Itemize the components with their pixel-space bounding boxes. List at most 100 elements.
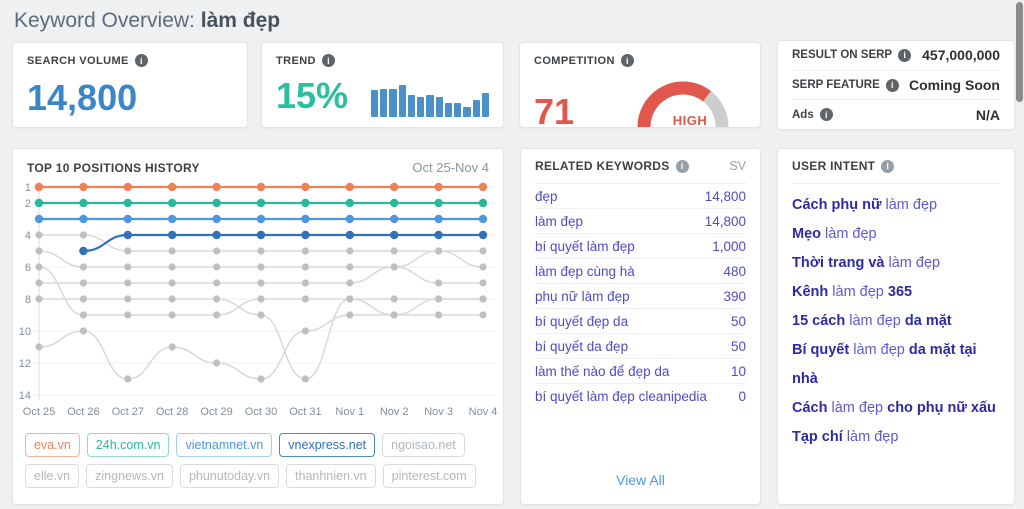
data-point[interactable]: [435, 311, 443, 319]
domain-chip[interactable]: elle.vn: [25, 464, 80, 488]
user-intent-link[interactable]: Bí quyết làm đẹp da mặt tại nhà: [792, 336, 1000, 394]
data-point[interactable]: [35, 247, 43, 255]
data-point[interactable]: [124, 295, 132, 303]
data-point[interactable]: [34, 198, 44, 208]
data-point[interactable]: [346, 279, 354, 287]
series-24h.com.vn[interactable]: [34, 198, 488, 208]
data-point[interactable]: [35, 231, 43, 239]
data-point[interactable]: [257, 295, 265, 303]
data-point[interactable]: [390, 295, 398, 303]
data-point[interactable]: [213, 263, 221, 271]
data-point[interactable]: [301, 375, 309, 383]
data-point[interactable]: [390, 311, 398, 319]
data-point[interactable]: [301, 247, 309, 255]
domain-chip[interactable]: vietnamnet.vn: [176, 433, 273, 457]
domain-chip[interactable]: vnexpress.net: [279, 433, 376, 457]
info-icon[interactable]: i: [898, 48, 912, 62]
data-point[interactable]: [434, 214, 443, 224]
data-point[interactable]: [168, 182, 177, 192]
data-point[interactable]: [479, 295, 487, 303]
data-point[interactable]: [213, 247, 221, 255]
data-point[interactable]: [35, 279, 43, 287]
data-point[interactable]: [478, 230, 488, 240]
domain-chip[interactable]: ngoisao.net: [382, 433, 465, 457]
data-point[interactable]: [34, 182, 44, 192]
info-icon[interactable]: i: [321, 54, 335, 67]
data-point[interactable]: [301, 327, 309, 335]
data-point[interactable]: [79, 327, 87, 335]
data-point[interactable]: [35, 295, 43, 303]
data-point[interactable]: [435, 295, 443, 303]
related-keyword-link[interactable]: làm thế nào để đẹp da: [535, 364, 670, 379]
data-point[interactable]: [168, 343, 176, 351]
data-point[interactable]: [123, 214, 132, 224]
series-vnexpress.net[interactable]: [79, 230, 488, 256]
data-point[interactable]: [301, 198, 310, 208]
data-point[interactable]: [79, 279, 87, 287]
data-point[interactable]: [257, 263, 265, 271]
data-point[interactable]: [168, 311, 176, 319]
data-point[interactable]: [212, 230, 221, 240]
data-point[interactable]: [123, 230, 132, 240]
series-zingnews.vn[interactable]: [35, 263, 487, 319]
domain-chip[interactable]: pinterest.com: [382, 464, 476, 488]
data-point[interactable]: [168, 230, 177, 240]
data-point[interactable]: [390, 214, 399, 224]
data-point[interactable]: [301, 214, 310, 224]
data-point[interactable]: [434, 230, 443, 240]
data-point[interactable]: [478, 182, 488, 192]
scrollbar-thumb[interactable]: [1016, 2, 1023, 102]
data-point[interactable]: [390, 198, 399, 208]
data-point[interactable]: [346, 295, 354, 303]
data-point[interactable]: [479, 247, 487, 255]
data-point[interactable]: [345, 214, 354, 224]
user-intent-link[interactable]: Cách phụ nữ làm đẹp: [792, 191, 1000, 220]
data-point[interactable]: [257, 279, 265, 287]
data-point[interactable]: [301, 182, 310, 192]
data-point[interactable]: [168, 247, 176, 255]
info-icon[interactable]: i: [675, 159, 689, 173]
data-point[interactable]: [79, 311, 87, 319]
data-point[interactable]: [168, 263, 176, 271]
data-point[interactable]: [35, 343, 43, 351]
related-keyword-link[interactable]: bí quyết da đẹp: [535, 339, 629, 354]
data-point[interactable]: [435, 279, 443, 287]
data-point[interactable]: [123, 198, 132, 208]
data-point[interactable]: [79, 295, 87, 303]
data-point[interactable]: [345, 230, 354, 240]
data-point[interactable]: [345, 198, 354, 208]
data-point[interactable]: [124, 311, 132, 319]
data-point[interactable]: [34, 214, 44, 224]
series-thanhnien.vn[interactable]: [35, 295, 487, 383]
data-point[interactable]: [390, 182, 399, 192]
related-keyword-link[interactable]: bí quyết làm đẹp cleanipedia: [535, 389, 707, 404]
data-point[interactable]: [213, 295, 221, 303]
data-point[interactable]: [168, 279, 176, 287]
data-point[interactable]: [168, 214, 177, 224]
data-point[interactable]: [256, 182, 266, 192]
data-point[interactable]: [390, 247, 398, 255]
data-point[interactable]: [124, 375, 132, 383]
info-icon[interactable]: i: [134, 54, 148, 67]
data-point[interactable]: [212, 182, 221, 192]
data-point[interactable]: [79, 246, 88, 256]
data-point[interactable]: [79, 231, 87, 239]
related-keyword-link[interactable]: làm đẹp: [535, 214, 584, 229]
series-pinterest.com[interactable]: [35, 295, 487, 383]
user-intent-link[interactable]: Tạp chí làm đẹp: [792, 423, 1000, 452]
data-point[interactable]: [479, 311, 487, 319]
view-all-link[interactable]: View All: [616, 472, 665, 488]
data-point[interactable]: [478, 214, 488, 224]
data-point[interactable]: [479, 263, 487, 271]
info-icon[interactable]: i: [819, 108, 833, 122]
info-icon[interactable]: i: [885, 78, 899, 92]
data-point[interactable]: [434, 182, 443, 192]
domain-chip[interactable]: zingnews.vn: [86, 464, 173, 488]
data-point[interactable]: [212, 214, 221, 224]
data-point[interactable]: [79, 198, 88, 208]
data-point[interactable]: [212, 198, 221, 208]
user-intent-link[interactable]: Kênh làm đẹp 365: [792, 278, 1000, 307]
data-point[interactable]: [301, 230, 310, 240]
data-point[interactable]: [257, 311, 265, 319]
series-eva.vn[interactable]: [34, 182, 488, 192]
